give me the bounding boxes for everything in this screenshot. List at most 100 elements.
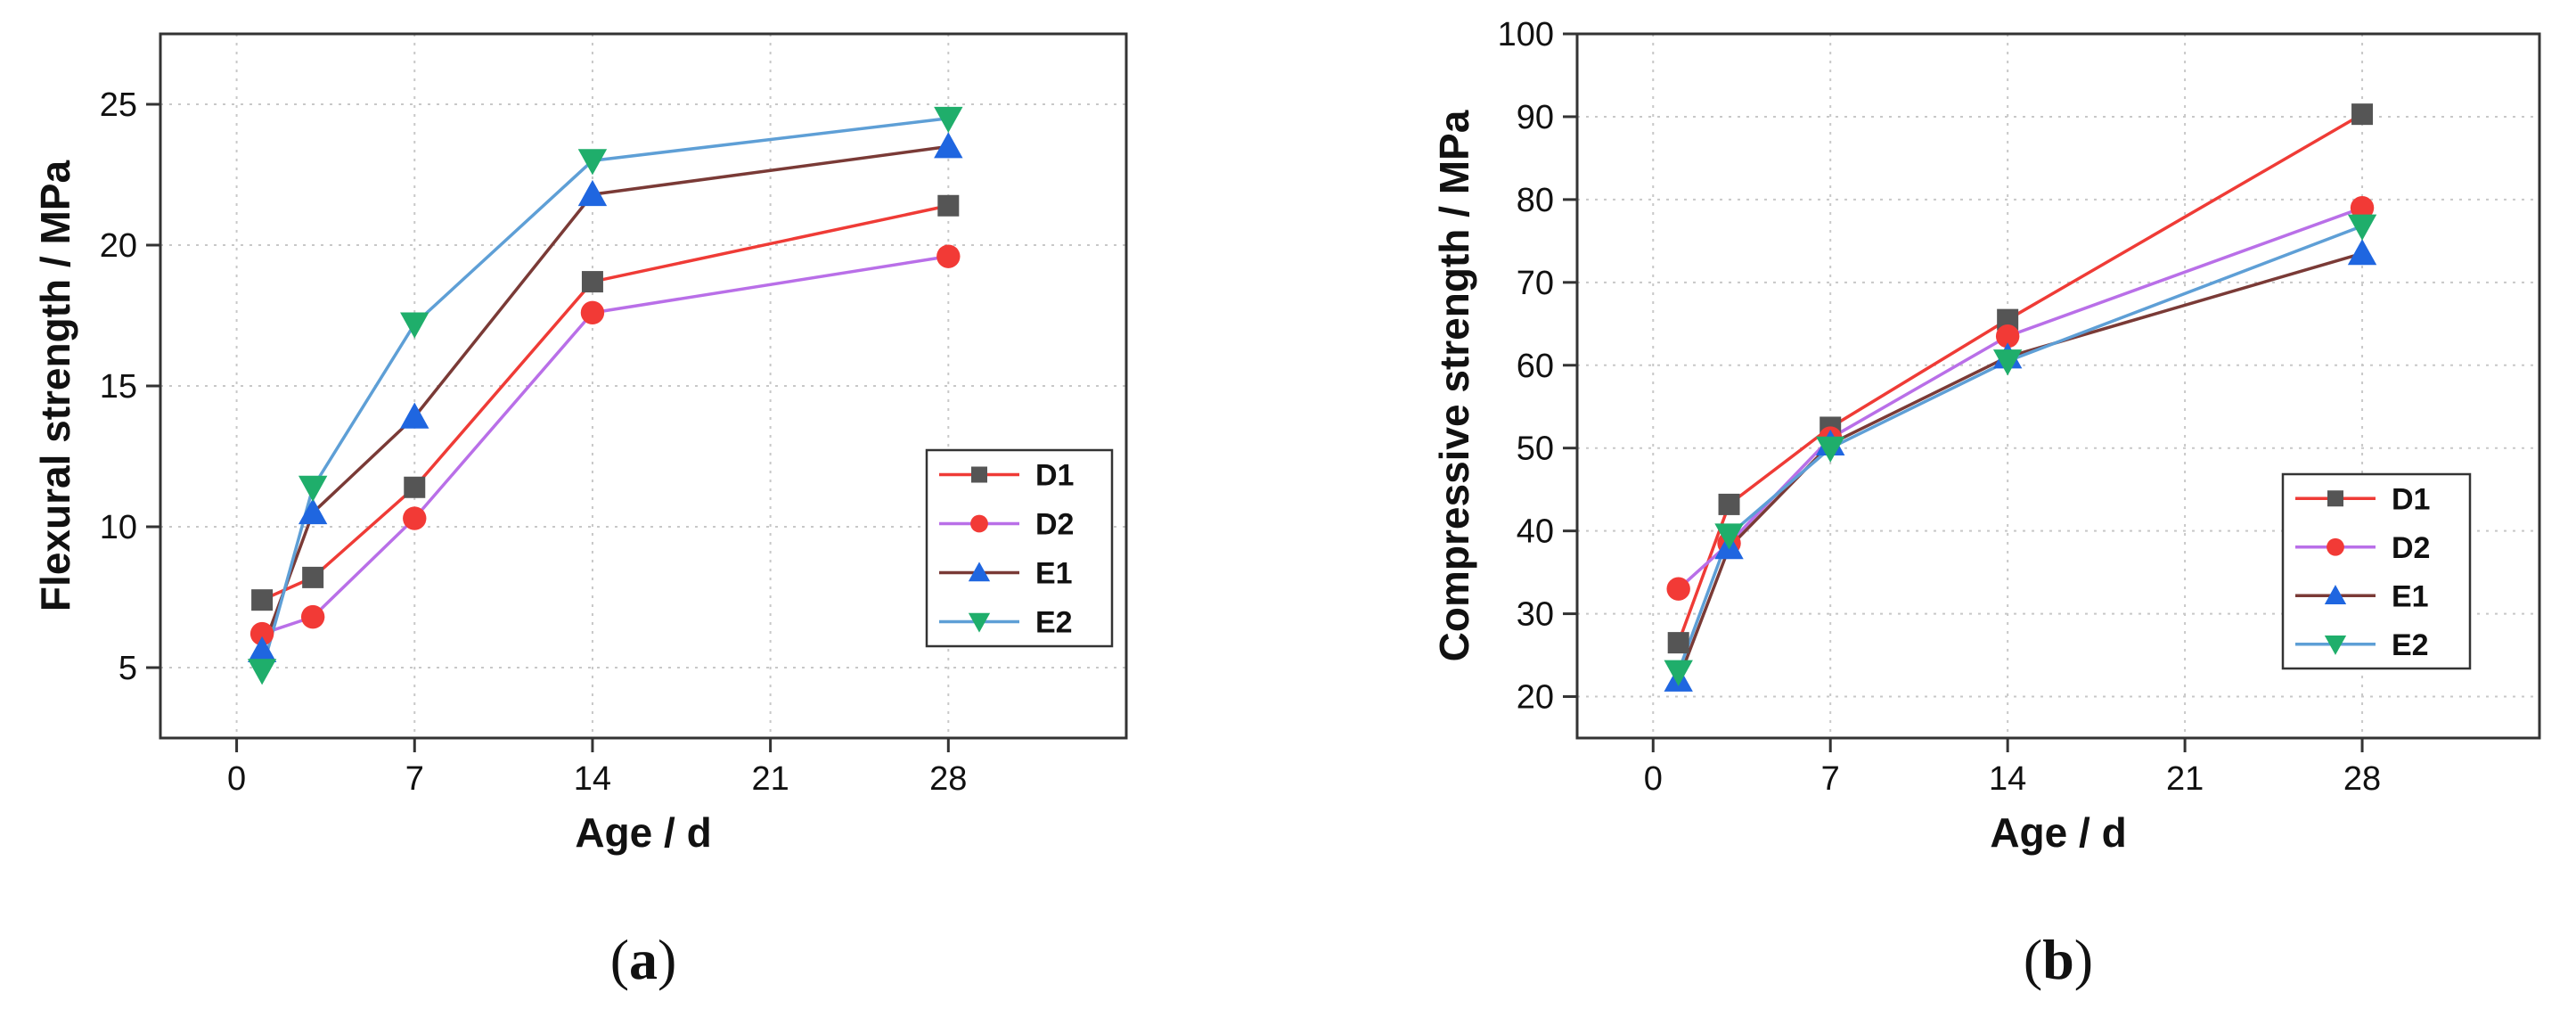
chart-b-legend-d2-marker [2327, 537, 2344, 556]
chart-b-legend-e1-marker [2324, 585, 2347, 604]
chart-b-legend-e2-marker [2324, 636, 2347, 655]
chart-b-series-d1-point [1667, 632, 1689, 654]
chart-b-legend-d1-marker [2327, 490, 2343, 507]
chart-b-x-tick-label: 14 [1989, 760, 2026, 798]
chart-b-legend: D1 D2 E1 E2 [2281, 472, 2472, 670]
chart-a-series-e1-line [260, 144, 949, 652]
chart-b-series-e1-point [2347, 239, 2377, 266]
chart-b-series-e2-point [1816, 436, 1845, 463]
chart-a-legend-e1-marker [968, 562, 991, 582]
chart-b-x-tick-label: 0 [1644, 760, 1663, 798]
chart-a-series-e2-point [934, 106, 963, 133]
chart-a-legend-e2-marker [968, 612, 991, 633]
chart-a-legend-d1-label: D1 [1035, 459, 1074, 493]
chart-a-caption-open: ( [610, 928, 629, 991]
chart-b-caption: (b) [2024, 928, 2093, 991]
chart-a-series-d2-point [580, 300, 605, 325]
chart-b-series-d1-line [1677, 112, 2363, 644]
chart-b-x-tick-label: 7 [1821, 760, 1840, 798]
chart-a-series-e1-point [247, 636, 277, 662]
chart-a-series-e2-point [577, 149, 608, 176]
chart-a-series-e2-point [400, 312, 429, 339]
chart-b-series-e2-point [2347, 214, 2377, 241]
chart-a-series-e1-point [577, 179, 608, 207]
chart-b-plot-frame [1575, 32, 2541, 740]
chart-a-series-d2-point [936, 244, 961, 268]
chart-b-caption-letter: b [2042, 928, 2074, 991]
chart-a-series-e2-point [298, 475, 328, 502]
chart-b-series-e2-point [1664, 660, 1693, 686]
chart-b-y-tick-label: 80 [1517, 182, 1554, 219]
chart-b-y-axis-label: Compressive strength / MPa [1431, 110, 1477, 661]
chart-a-series-e1-point [934, 132, 963, 159]
chart-b-y-tick-label: 70 [1517, 265, 1554, 302]
chart-b-legend-d2-label: D2 [2392, 531, 2430, 565]
chart-a-legend-box [925, 448, 1114, 648]
chart-b-x-tick-label: 28 [2343, 760, 2381, 798]
chart-b-legend-e2-label: E2 [2392, 628, 2429, 662]
chart-a-series-d1-point [404, 476, 426, 498]
chart-b-y-tick-label: 60 [1517, 348, 1554, 385]
chart-a-legend-d2-label: D2 [1035, 508, 1074, 542]
chart-a-y-tick-label: 15 [100, 368, 137, 406]
chart-a-series-d1-point [251, 589, 274, 611]
chart-a-x-tick-label: 14 [574, 760, 611, 798]
chart-a-y-tick-label: 25 [100, 86, 137, 124]
chart-b-y-tick-label: 50 [1517, 431, 1554, 468]
chart-b: 0 7 14 21 28 20 30 40 50 60 70 80 90 100 Age / d Comp… [1431, 16, 2541, 991]
chart-b-caption-open: ( [2024, 928, 2042, 991]
chart-b-series-e2-point [1992, 349, 2023, 376]
chart-a-series-d2-point [300, 604, 325, 629]
chart-a-y-tick-label: 10 [100, 509, 137, 546]
chart-a-series [247, 106, 963, 685]
chart-a-x-axis-label: Age / d [575, 809, 711, 856]
chart-a-series-d1-point [302, 566, 324, 588]
chart-a-y-tick-label: 20 [100, 227, 137, 265]
chart-a-series-d2-point [249, 621, 274, 646]
chart-a-caption: (a) [610, 928, 677, 991]
chart-b-legend-d1-label: D1 [2392, 482, 2430, 516]
chart-a-x-tick-label: 7 [405, 760, 424, 798]
chart-a-y-tick-label: 5 [119, 650, 137, 687]
chart-b-y-tick-label: 30 [1517, 596, 1554, 634]
chart-b-x-tick-label: 21 [2166, 760, 2204, 798]
chart-a-x-tick-label: 28 [929, 760, 967, 798]
chart-b-series-d2-point [1666, 577, 1690, 601]
chart-b-x-axis-label: Age / d [1990, 809, 2126, 856]
chart-a-series-e1-point [298, 498, 328, 525]
chart-b-caption-close: ) [2074, 928, 2093, 991]
chart-b-y-tick-label: 40 [1517, 513, 1554, 551]
chart-b-y-tick-label: 90 [1517, 99, 1554, 136]
chart-a-series-d2-point [403, 506, 427, 530]
chart-b-legend-box [2281, 472, 2472, 670]
chart-a-series-e2-line [260, 117, 949, 671]
chart-a-series-d1-point [937, 194, 960, 217]
chart-a-legend: D1 D2 E1 E2 [925, 448, 1114, 648]
chart-a-caption-close: ) [658, 928, 676, 991]
chart-b-series-d1-point [1718, 493, 1740, 515]
chart-a-legend-e1-label: E1 [1035, 557, 1073, 591]
chart-a-series-e2-point [247, 659, 277, 685]
chart-b-series-e2-point [1714, 523, 1744, 550]
chart-a-caption-letter: a [629, 928, 658, 991]
chart-a-y-axis-label: Flexural strength / MPa [32, 160, 78, 612]
chart-b-series-d2-point [2350, 195, 2375, 220]
chart-a-legend-e2-label: E2 [1035, 606, 1073, 640]
chart-a-series-d2-line [261, 254, 949, 636]
chart-b-series-d1-point [2351, 103, 2374, 126]
chart-a-legend-d1-marker [971, 466, 987, 483]
chart-b-series-d2-point [1995, 324, 2020, 349]
chart-b-y-tick-label: 100 [1498, 16, 1554, 53]
chart-b-y-tick-label: 20 [1517, 679, 1554, 717]
chart-b-series [1664, 103, 2377, 692]
chart-a-ticks: 0 7 14 21 28 5 10 15 20 25 [100, 86, 968, 798]
chart-b-ticks: 0 7 14 21 28 20 30 40 50 60 70 80 90 100 [1498, 16, 2382, 798]
chart-a-series-d1-point [581, 271, 603, 293]
chart-a-x-tick-label: 21 [751, 760, 789, 798]
chart-a-series-e1-point [400, 402, 429, 429]
chart-b-legend-e1-label: E1 [2392, 579, 2429, 613]
chart-a-legend-d2-marker [970, 514, 988, 533]
chart-a-x-tick-label: 0 [227, 760, 246, 798]
chart-a: 0 7 14 21 28 5 10 15 20 25 Age / d Flexural stren… [32, 32, 1128, 991]
